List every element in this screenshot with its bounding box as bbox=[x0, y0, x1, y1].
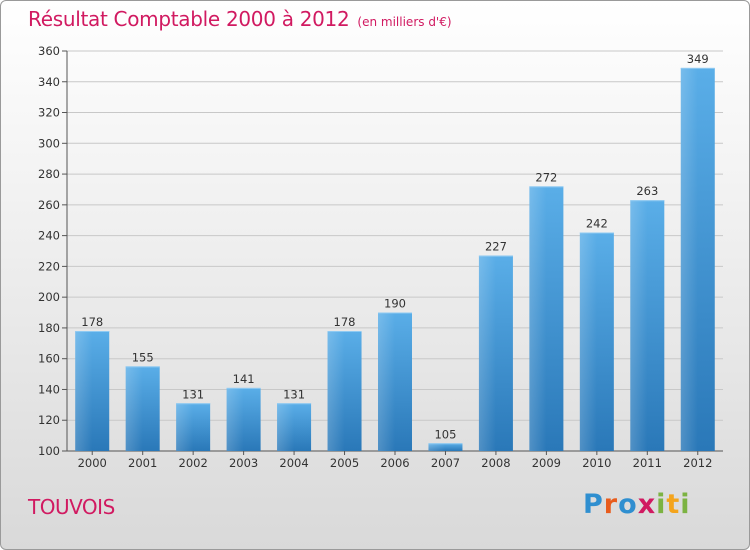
y-tick-label: 220 bbox=[38, 259, 60, 273]
bar-highlight bbox=[378, 312, 395, 451]
x-tick-label: 2008 bbox=[481, 456, 510, 470]
x-tick-label: 2007 bbox=[431, 456, 460, 470]
bar-highlight bbox=[176, 403, 194, 451]
bar-value-label: 190 bbox=[384, 297, 406, 311]
bar-highlight bbox=[478, 255, 496, 451]
bar-value-label: 155 bbox=[132, 350, 154, 364]
bar-value-label: 131 bbox=[283, 387, 305, 401]
y-tick-label: 360 bbox=[38, 44, 60, 58]
logo-letter: o bbox=[618, 489, 638, 520]
bar-value-label: 141 bbox=[233, 372, 255, 386]
y-tick-label: 280 bbox=[38, 167, 60, 181]
x-tick-label: 2000 bbox=[78, 456, 107, 470]
y-tick-label: 340 bbox=[38, 75, 60, 89]
chart-subtitle: (en milliers d'€) bbox=[357, 15, 452, 29]
y-tick-label: 180 bbox=[38, 321, 60, 335]
bar-value-label: 131 bbox=[182, 387, 204, 401]
bar-highlight bbox=[579, 232, 597, 451]
bar-value-label: 272 bbox=[535, 170, 557, 184]
bar-highlight bbox=[75, 331, 93, 451]
bar-value-label: 242 bbox=[586, 217, 608, 231]
y-tick-label: 140 bbox=[38, 382, 60, 396]
bars: 178 155 131 141 131 178 190 105 227 272 242 263 349 bbox=[75, 52, 715, 451]
logo-letter: i bbox=[656, 489, 667, 520]
bar-highlight bbox=[327, 331, 345, 451]
x-tick-label: 2001 bbox=[128, 456, 157, 470]
y-tick-label: 120 bbox=[38, 413, 60, 427]
x-tick-label: 2010 bbox=[582, 456, 611, 470]
x-tick-label: 2004 bbox=[279, 456, 308, 470]
x-tick-label: 2009 bbox=[532, 456, 561, 470]
x-tick-label: 2011 bbox=[633, 456, 662, 470]
bar-highlight bbox=[226, 387, 244, 451]
y-tick-label: 100 bbox=[38, 444, 60, 458]
x-tick-label: 2006 bbox=[380, 456, 409, 470]
bar-highlight bbox=[125, 366, 143, 451]
logo-letter: r bbox=[603, 489, 619, 520]
logo-letter: P bbox=[583, 489, 604, 520]
bar-highlight bbox=[529, 186, 547, 451]
logo-letter: x bbox=[637, 489, 657, 520]
y-tick-label: 300 bbox=[38, 136, 60, 150]
x-tick-label: 2002 bbox=[179, 456, 208, 470]
x-tick-label: 2003 bbox=[229, 456, 258, 470]
y-tick-label: 160 bbox=[38, 352, 60, 366]
bar-value-label: 227 bbox=[485, 240, 507, 254]
bar-value-label: 349 bbox=[687, 52, 709, 66]
x-tick-label: 2012 bbox=[683, 456, 712, 470]
x-axis-labels: 2000 2001 2002 2003 2004 2005 2006 2007 2008 2009… bbox=[78, 451, 712, 470]
y-tick-label: 260 bbox=[38, 198, 60, 212]
chart-title: Résultat Comptable 2000 à 2012 (en millie… bbox=[28, 7, 452, 31]
bar-highlight bbox=[680, 67, 698, 451]
chart-title-text: Résultat Comptable 2000 à 2012 bbox=[28, 7, 350, 31]
bar-value-label: 178 bbox=[334, 315, 356, 329]
proxiti-logo: Proxiti bbox=[583, 489, 691, 520]
y-tick-label: 240 bbox=[38, 229, 60, 243]
logo-letter: i bbox=[680, 489, 691, 520]
bar-value-label: 105 bbox=[434, 427, 456, 441]
logo-letter: t bbox=[666, 489, 681, 520]
commune-name: TOUVOIS bbox=[28, 495, 115, 519]
bar-value-label: 263 bbox=[636, 184, 658, 198]
bar-value-label: 178 bbox=[81, 315, 103, 329]
bar-highlight bbox=[277, 403, 295, 451]
bar-highlight bbox=[428, 443, 446, 451]
y-tick-label: 320 bbox=[38, 106, 60, 120]
y-tick-label: 200 bbox=[38, 290, 60, 304]
bar-highlight bbox=[630, 200, 648, 451]
x-tick-label: 2005 bbox=[330, 456, 359, 470]
